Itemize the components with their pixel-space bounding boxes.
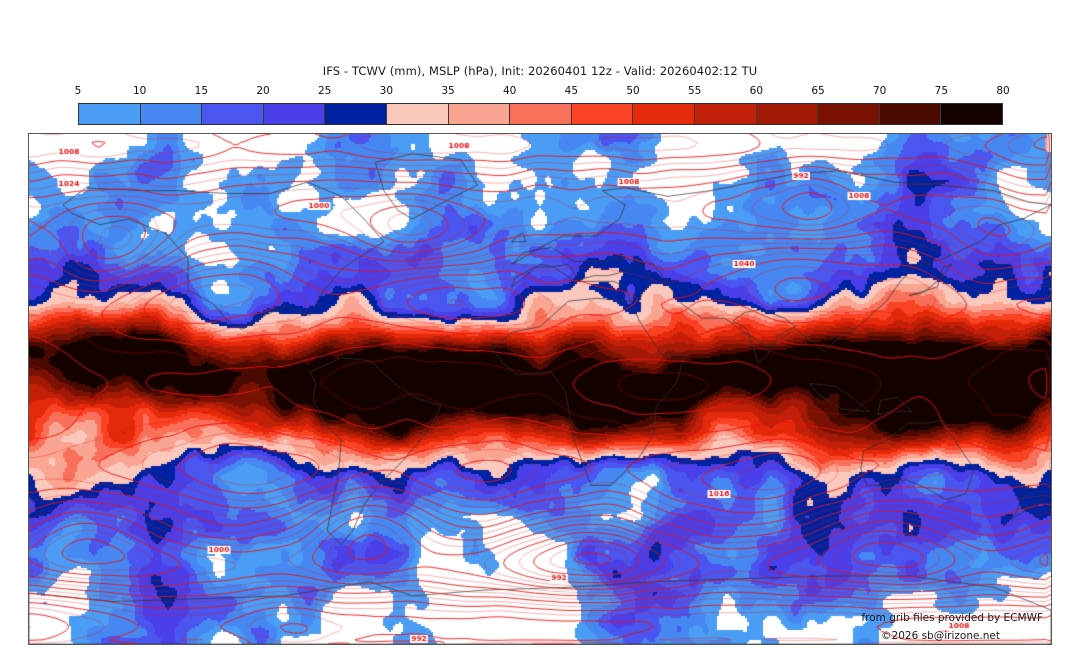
colorbar-bands <box>78 103 1003 125</box>
colorbar-band <box>202 104 264 124</box>
colorbar-tick: 15 <box>194 85 209 97</box>
colorbar-band <box>818 104 880 124</box>
colorbar-tick: 20 <box>256 85 270 97</box>
colorbar-tick: 35 <box>441 85 455 97</box>
colorbar-band <box>448 104 511 124</box>
colorbar-band <box>879 104 942 124</box>
colorbar-tick: 10 <box>132 85 147 97</box>
colorbar-tick: 50 <box>626 85 640 97</box>
colorbar-band <box>79 104 141 124</box>
colorbar-band <box>941 104 1002 124</box>
colorbar-tick: 70 <box>872 85 887 97</box>
colorbar-band <box>756 104 819 124</box>
colorbar-tick: 80 <box>996 85 1010 97</box>
copyright-credit: ©2026 sb@irizone.net <box>881 630 1000 642</box>
data-source-credit: from grib files provided by ECMWF <box>861 612 1043 624</box>
colorbar-band <box>694 104 757 124</box>
colorbar-band <box>263 104 326 124</box>
colorbar-tick: 40 <box>502 85 517 97</box>
colorbar-tick: 60 <box>749 85 764 97</box>
colorbar-band <box>386 104 449 124</box>
colorbar-band <box>510 104 572 124</box>
tcwv-mslp-map[interactable] <box>29 134 1051 644</box>
colorbar-tick: 75 <box>934 85 949 97</box>
colorbar: 5 10 15 20 25 30 35 40 45 50 55 60 65 70 75 80 <box>75 85 1010 125</box>
colorbar-tick: 30 <box>379 85 394 97</box>
colorbar-tick: 55 <box>687 85 702 97</box>
colorbar-band <box>633 104 695 124</box>
page-title: IFS - TCWV (mm), MSLP (hPa), Init: 20260… <box>322 64 758 78</box>
colorbar-tick: 25 <box>317 85 332 97</box>
colorbar-tick: 45 <box>564 85 579 97</box>
colorbar-band <box>571 104 634 124</box>
colorbar-tick: 65 <box>811 85 825 97</box>
colorbar-band <box>140 104 203 124</box>
colorbar-tick: 5 <box>74 85 82 97</box>
colorbar-band <box>325 104 387 124</box>
map-panel[interactable] <box>28 133 1052 645</box>
colorbar-tick-labels: 5 10 15 20 25 30 35 40 45 50 55 60 65 70 75 80 <box>74 85 1010 101</box>
